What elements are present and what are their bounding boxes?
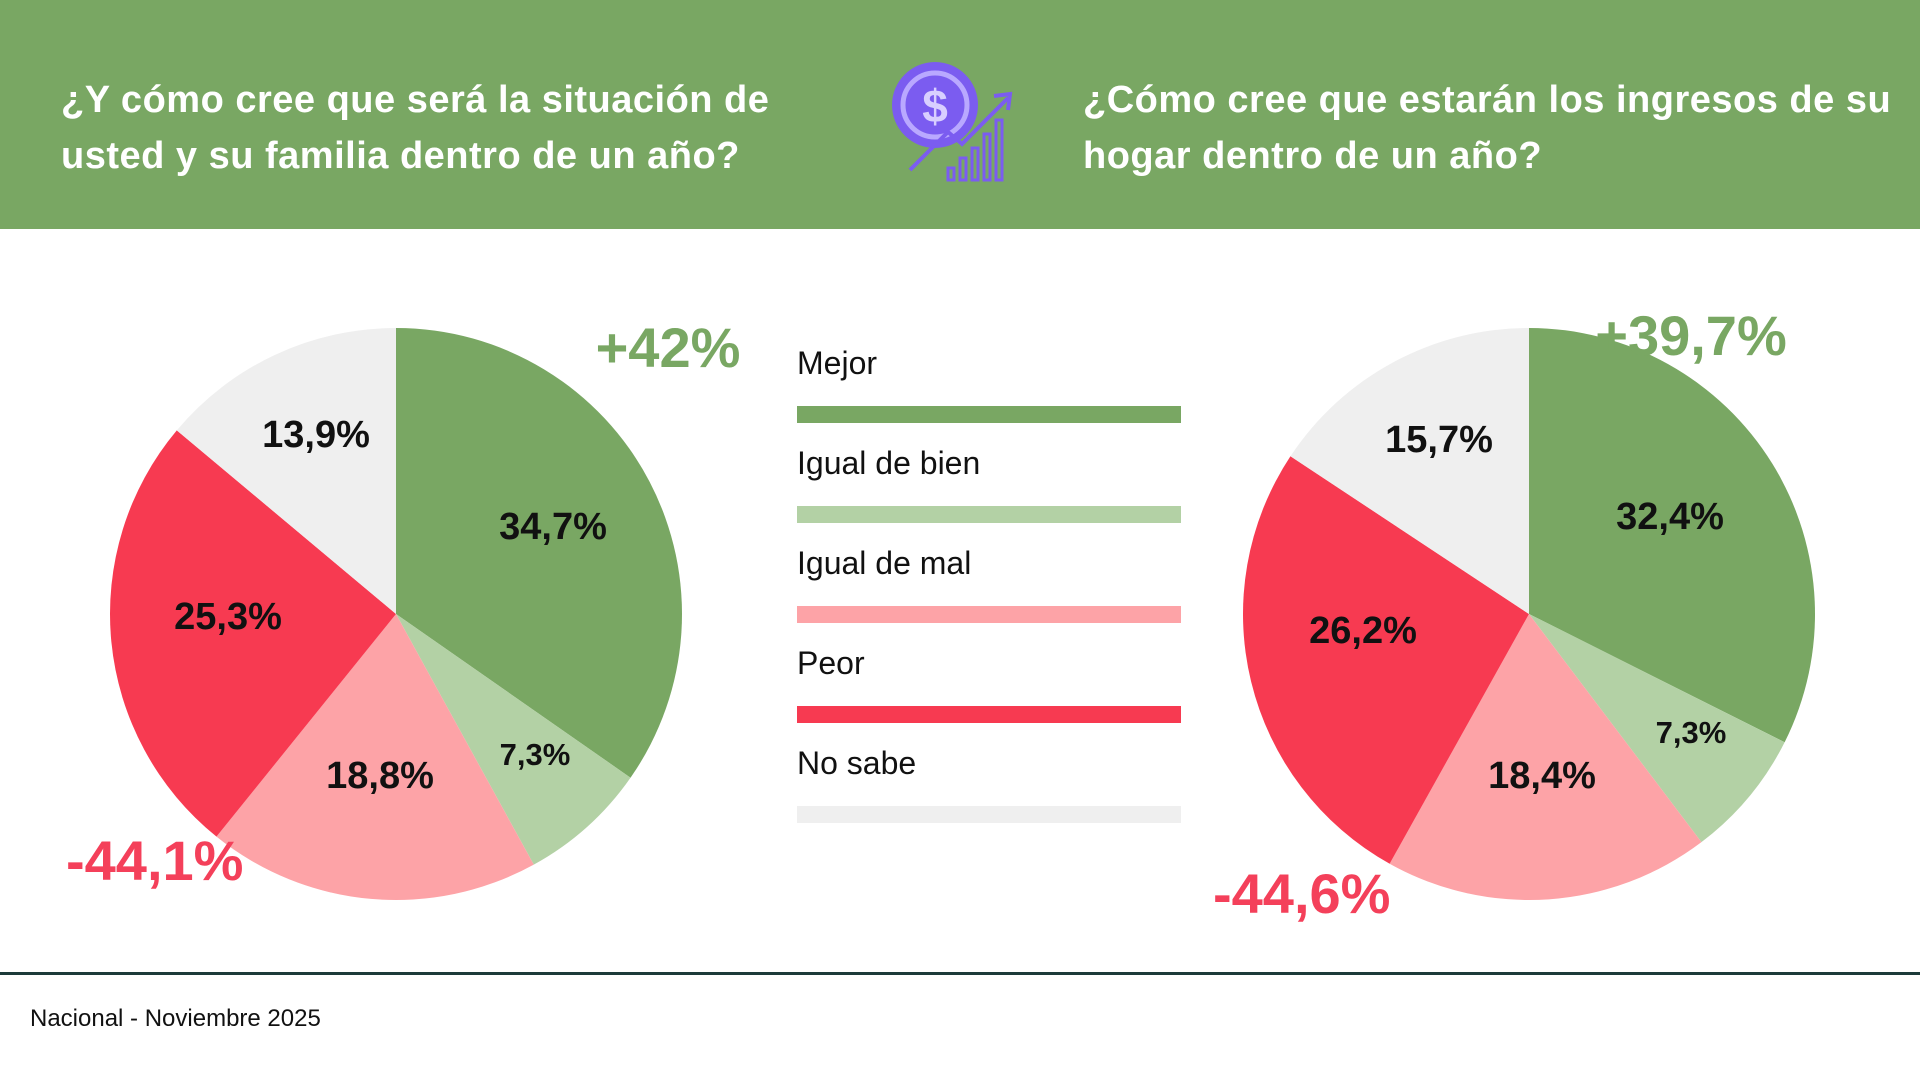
pie-slice-igual-de-mal (216, 614, 534, 900)
pie-slice-no-sabe (1290, 328, 1529, 614)
legend-label: Igual de bien (797, 445, 981, 481)
left-question-title: ¿Y cómo cree que será la situación de us… (61, 79, 770, 177)
positive-total-label: +39,7% (1595, 304, 1787, 367)
legend-item-no-sabe: No sabe (795, 745, 1185, 845)
negative-total-label: -44,1% (66, 829, 243, 892)
legend-swatch (797, 706, 1181, 723)
slice-label-peor: 26,2% (1309, 610, 1417, 652)
legend-item-igual-de-mal: Igual de mal (795, 545, 1185, 645)
right-question-title: ¿Cómo cree que estarán los ingresos de s… (1083, 79, 1892, 177)
pie-charts-area: 34,7% 7,3% 18,8% 25,3% 13,9% +42% -44,1% 32,4%… (66, 304, 1816, 925)
footer-source: Nacional - Noviembre 2025 (30, 1005, 321, 1032)
legend-label: Peor (797, 645, 865, 681)
slice-label-igual-de-mal: 18,4% (1488, 755, 1596, 797)
legend-item-mejor: Mejor (795, 345, 1185, 445)
slice-label-no-sabe: 15,7% (1385, 419, 1493, 461)
legend-swatch (797, 806, 1181, 823)
footer-divider (0, 972, 1920, 975)
header-banner: ¿Y cómo cree que será la situación de us… (0, 0, 1920, 229)
legend: Mejor Igual de bien Igual de mal Peor No… (795, 345, 1185, 845)
legend-label: Mejor (797, 345, 878, 381)
pie-slice-mejor (396, 328, 682, 778)
legend-swatch (797, 506, 1181, 523)
legend-item-peor: Peor (795, 645, 1185, 745)
legend-item-igual-de-bien: Igual de bien (795, 445, 1185, 545)
negative-total-label: -44,6% (1213, 862, 1390, 925)
pie-slice-igual-de-bien (1529, 614, 1785, 843)
slice-label-mejor: 34,7% (499, 506, 607, 548)
pie-slice-no-sabe (176, 328, 396, 614)
positive-total-label: +42% (596, 316, 741, 379)
pie-slice-igual-de-bien (396, 614, 631, 865)
slice-label-mejor: 32,4% (1616, 496, 1724, 538)
money-growth-icon: $ (892, 62, 1013, 182)
slice-label-igual-de-bien: 7,3% (500, 737, 571, 772)
legend-swatch (797, 606, 1181, 623)
pie-slice-igual-de-mal (1389, 614, 1702, 900)
legend-label: No sabe (797, 745, 917, 781)
legend-label: Igual de mal (797, 545, 972, 581)
pie-slice-peor (1243, 456, 1529, 864)
pie-slice-mejor (1529, 328, 1816, 743)
svg-text:$: $ (922, 80, 948, 132)
legend-swatch (797, 406, 1181, 423)
pie-chart-right: 32,4% 7,3% 18,4% 26,2% 15,7% +39,7% -44,6% (1213, 304, 1816, 925)
pie-slice-peor (110, 430, 397, 837)
slice-label-igual-de-mal: 18,8% (326, 755, 434, 797)
pie-chart-left: 34,7% 7,3% 18,8% 25,3% 13,9% +42% -44,1% (66, 316, 740, 900)
slice-label-no-sabe: 13,9% (262, 414, 370, 456)
slice-label-peor: 25,3% (174, 596, 282, 638)
slice-label-igual-de-bien: 7,3% (1656, 715, 1727, 750)
